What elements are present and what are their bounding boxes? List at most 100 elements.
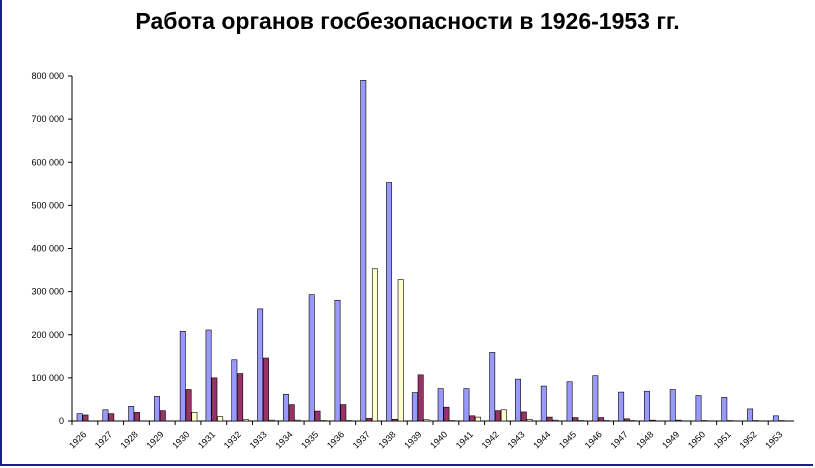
- bar-1946-series-2: [598, 417, 605, 422]
- bar-1937-series-3: [371, 268, 378, 422]
- bar-1940-series-2: [443, 406, 450, 422]
- y-tick-label: 300 000: [31, 287, 64, 297]
- x-tick-label: 1951: [712, 429, 733, 450]
- bar-1951-series-1: [721, 396, 728, 422]
- bar-1930-series-2: [185, 389, 192, 422]
- bar-1937-series-2: [366, 418, 373, 422]
- x-tick-label: 1952: [738, 429, 759, 450]
- bar-1934-series-3: [294, 419, 301, 422]
- y-tick-label: 800 000: [31, 71, 64, 81]
- bar-1927-series-1: [102, 409, 109, 422]
- bar-1942-series-2: [495, 410, 501, 422]
- y-tick-label: 400 000: [31, 244, 64, 254]
- x-tick-label: 1926: [67, 429, 88, 450]
- bar-1929-series-1: [154, 396, 160, 422]
- bar-1928-series-1: [128, 406, 135, 422]
- bar-1939-series-2: [417, 374, 424, 422]
- bar-1938-series-1: [386, 182, 393, 422]
- bar-1930-series-1: [179, 330, 186, 422]
- bar-1927-series-2: [108, 413, 115, 422]
- y-tick-label: 100 000: [31, 373, 64, 383]
- x-tick-label: 1950: [686, 429, 707, 450]
- y-tick-label: 500 000: [31, 200, 64, 210]
- bar-1937-series-1: [360, 80, 367, 422]
- x-tick-label: 1943: [505, 429, 526, 450]
- bar-1932-series-1: [231, 359, 238, 422]
- bar-1948-series-2: [649, 419, 656, 422]
- x-tick-label: 1940: [428, 429, 449, 450]
- bar-1928-series-2: [134, 412, 140, 422]
- bar-1949-series-2: [675, 419, 682, 422]
- bar-1941-series-3: [475, 416, 481, 422]
- x-tick-label: 1928: [119, 429, 140, 450]
- bar-1944-series-1: [540, 385, 547, 422]
- y-tick-label: 600 000: [31, 157, 64, 167]
- bar-1939-series-1: [411, 392, 418, 422]
- bar-1938-series-3: [397, 279, 404, 422]
- bar-1933-series-1: [257, 308, 264, 422]
- x-tick-label: 1942: [480, 429, 501, 450]
- y-tick-label: 700 000: [31, 114, 64, 124]
- x-tick-label: 1931: [196, 429, 217, 450]
- bar-1946-series-1: [592, 375, 599, 422]
- bar-1926-series-2: [82, 414, 89, 422]
- x-tick-label: 1945: [557, 429, 578, 450]
- bar-1931-series-3: [217, 416, 224, 422]
- bar-1935-series-2: [314, 410, 321, 422]
- y-tick-label: 0: [59, 416, 64, 426]
- x-tick-label: 1947: [609, 429, 630, 450]
- bar-1942-series-1: [489, 352, 496, 422]
- x-tick-label: 1948: [634, 429, 655, 450]
- bar-1936-series-1: [334, 299, 341, 422]
- y-tick-label: 200 000: [31, 330, 64, 340]
- bar-1934-series-1: [282, 393, 289, 422]
- bar-1953-series-1: [772, 415, 779, 422]
- x-tick-label: 1932: [222, 429, 243, 450]
- bar-1931-series-1: [205, 329, 212, 422]
- x-tick-label: 1935: [299, 429, 320, 450]
- bar-1948-series-1: [643, 390, 650, 422]
- bar-1944-series-2: [546, 416, 553, 422]
- x-tick-label: 1937: [351, 429, 372, 450]
- x-tick-label: 1946: [583, 429, 604, 450]
- x-tick-label: 1933: [248, 429, 269, 450]
- x-tick-label: 1938: [377, 429, 398, 450]
- bar-1945-series-1: [566, 381, 573, 422]
- bar-1950-series-1: [695, 395, 702, 422]
- x-tick-label: 1939: [402, 429, 423, 450]
- bar-1943-series-3: [526, 418, 533, 422]
- x-tick-label: 1941: [454, 429, 475, 450]
- bar-1939-series-3: [423, 419, 430, 422]
- x-tick-label: 1927: [93, 429, 114, 450]
- bar-1952-series-1: [747, 408, 754, 422]
- bar-1944-series-3: [552, 419, 559, 422]
- bar-1933-series-2: [262, 357, 269, 422]
- bar-1940-series-1: [437, 388, 444, 422]
- bar-1943-series-1: [515, 378, 521, 422]
- x-tick-label: 1953: [763, 429, 784, 450]
- bar-1947-series-2: [623, 418, 630, 422]
- bar-1932-series-2: [237, 373, 244, 422]
- bar-1941-series-2: [469, 415, 476, 422]
- bar-1938-series-2: [391, 418, 398, 422]
- bar-1949-series-1: [669, 389, 676, 422]
- x-tick-label: 1934: [273, 429, 294, 450]
- bar-1934-series-2: [288, 404, 295, 422]
- x-tick-label: 1944: [531, 429, 552, 450]
- bar-1941-series-1: [463, 388, 470, 422]
- bar-1926-series-1: [76, 413, 83, 422]
- bar-1935-series-1: [308, 294, 315, 422]
- x-tick-label: 1929: [144, 429, 165, 450]
- bar-1931-series-2: [211, 377, 218, 422]
- x-tick-label: 1936: [325, 429, 346, 450]
- bar-1930-series-3: [191, 412, 198, 422]
- bar-1929-series-2: [159, 410, 166, 422]
- bar-1947-series-1: [618, 391, 625, 422]
- bar-1943-series-2: [520, 411, 527, 422]
- bar-1945-series-2: [572, 417, 579, 422]
- chart-title: Работа органов госбезопасности в 1926-19…: [135, 8, 680, 34]
- bar-1942-series-3: [500, 409, 507, 422]
- x-tick-label: 1930: [170, 429, 191, 450]
